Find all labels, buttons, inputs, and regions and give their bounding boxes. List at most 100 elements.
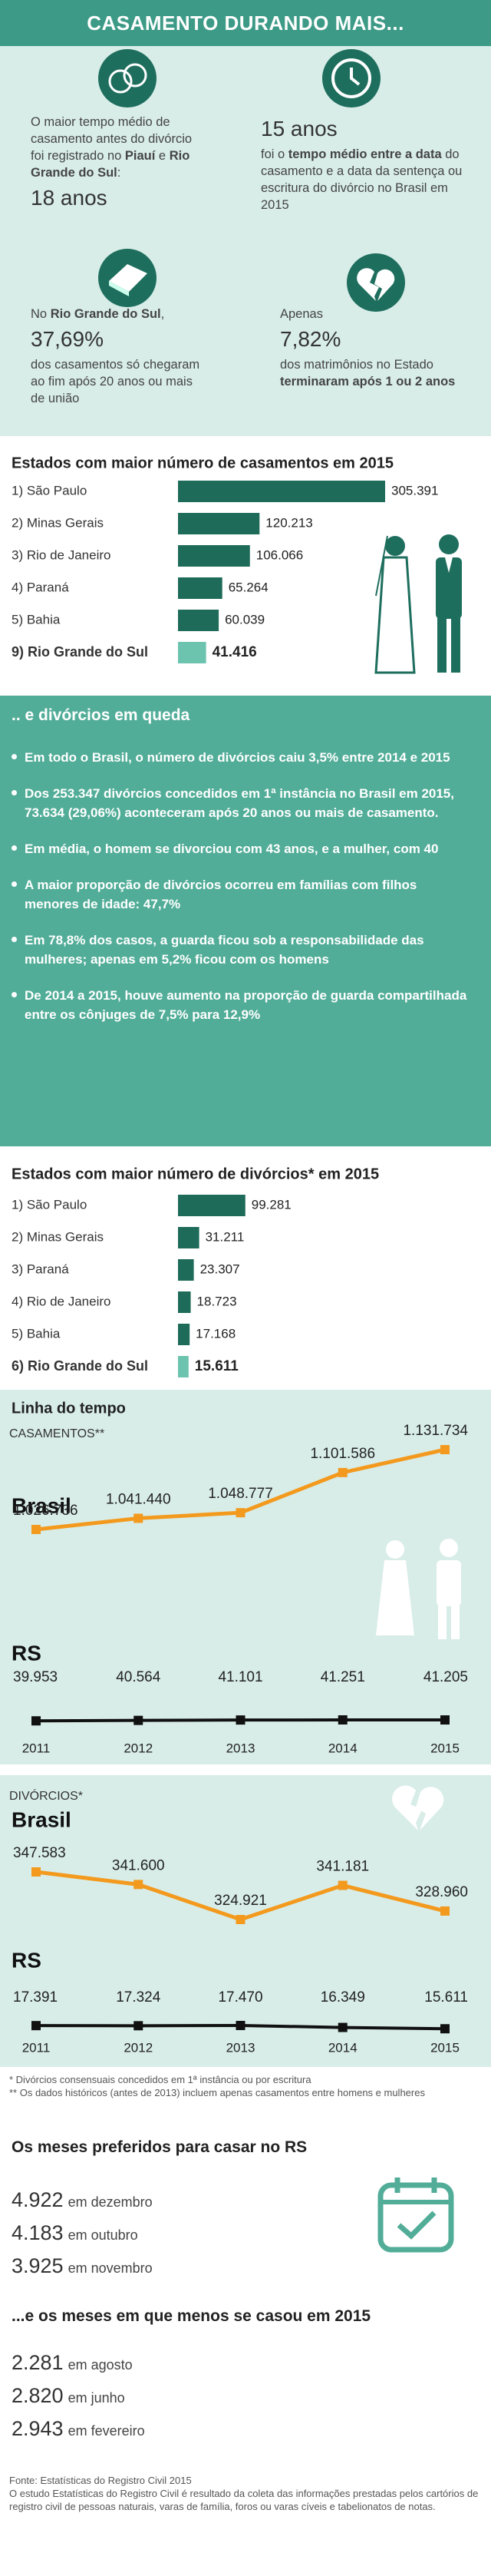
footnote: * Divórcios consensuais concedidos em 1ª…	[9, 2074, 311, 2085]
bar	[178, 610, 219, 631]
stat-line: No Rio Grande do Sul,	[31, 306, 203, 322]
value-label: 18.723	[197, 1294, 237, 1308]
value-label: 41.251	[321, 1669, 365, 1685]
stat-line: dos casamentos só chegaram ao fim após 2…	[31, 356, 203, 407]
category-label: 6) Rio Grande do Sul	[12, 1358, 148, 1374]
category-label: 2) Minas Gerais	[12, 515, 104, 530]
stat-text: :	[117, 166, 121, 180]
month-label: em dezembro	[68, 2194, 153, 2210]
category-label: 5) Bahia	[12, 612, 61, 627]
point-marker	[133, 2021, 143, 2031]
point-marker	[31, 1867, 41, 1877]
value-label: 120.213	[265, 515, 312, 530]
bullet-dot	[12, 937, 17, 942]
header-title: CASAMENTO DURANDO MAIS...	[87, 11, 404, 35]
point-marker	[133, 1513, 143, 1523]
value-label: 1.048.777	[208, 1486, 273, 1502]
value-label: 341.181	[316, 1859, 369, 1875]
month-label: em outubro	[68, 2227, 138, 2243]
value-label: 39.953	[13, 1669, 58, 1685]
marriage-timeline: Linha do tempo CASAMENTOS** Brasil1.026.73…	[0, 1390, 491, 1764]
stat-line: 37,69%	[31, 326, 203, 353]
value-label: 347.583	[13, 1845, 66, 1861]
value-label: 60.039	[225, 612, 265, 627]
value-label: 23.307	[200, 1262, 240, 1276]
book-icon	[98, 249, 157, 307]
value-label: 17.168	[196, 1326, 236, 1341]
months-title: ...e os meses em que menos se casou em 2…	[12, 2307, 371, 2325]
point-marker	[440, 1906, 450, 1916]
stat-line: 18 anos	[31, 184, 196, 212]
chart-subtitle: CASAMENTOS**	[9, 1427, 104, 1440]
month-item: 2.281 em agosto	[12, 2351, 133, 2375]
point-marker	[31, 1716, 41, 1726]
month-number: 2.943	[12, 2417, 64, 2440]
category-label: 1) São Paulo	[12, 1197, 87, 1212]
category-label: 4) Paraná	[12, 580, 69, 594]
value-label: 41.101	[218, 1669, 262, 1685]
source-text: O estudo Estatísticas do Registro Civil …	[9, 2488, 479, 2512]
stat-text: O maior tempo médio de casamento antes d…	[31, 115, 193, 163]
bullet-dot	[12, 992, 17, 997]
category-label: 4) Rio de Janeiro	[12, 1294, 110, 1308]
series-name: RS	[12, 1948, 41, 1972]
month-item: 3.925 em novembro	[12, 2254, 153, 2278]
stat-block: Apenas 7,82% dos matrimônios no Estado ter…	[280, 306, 464, 390]
bullet-item: Em todo o Brasil, o número de divórcios …	[12, 748, 472, 767]
couple-icon	[374, 534, 462, 674]
stat-block: O maior tempo médio de casamento antes d…	[31, 114, 196, 215]
series-name: RS	[12, 1641, 41, 1665]
bullet-text: A maior proporção de divórcios ocorreu e…	[25, 878, 417, 911]
x-tick-label: 2015	[430, 1741, 460, 1755]
point-marker	[133, 1715, 143, 1725]
stat-line: foi o tempo médio entre a data do casame…	[261, 146, 472, 213]
stat-text: foi o	[261, 147, 288, 161]
bullet-text: Em 78,8% dos casos, a guarda ficou sob a…	[25, 933, 424, 967]
value-label: 324.921	[214, 1893, 267, 1909]
month-item: 2.943 em fevereiro	[12, 2417, 145, 2441]
bullet-text: Em todo o Brasil, o número de divórcios …	[25, 750, 450, 765]
value-label: 305.391	[391, 483, 438, 498]
bar	[178, 481, 385, 502]
source-title: Fonte: Estatísticas do Registro Civil 20…	[9, 2475, 192, 2486]
months-title: Os meses preferidos para casar no RS	[12, 2138, 308, 2156]
value-label: 99.281	[252, 1197, 292, 1212]
bar	[178, 1324, 190, 1345]
month-item: 4.183 em outubro	[12, 2221, 138, 2245]
bullet-item: A maior proporção de divórcios ocorreu e…	[12, 875, 472, 914]
stat-text: e	[155, 149, 170, 163]
point-marker	[236, 1915, 246, 1924]
stat-line: Apenas	[280, 306, 464, 322]
value-label: 15.611	[424, 1989, 468, 2006]
value-label: 328.960	[415, 1884, 468, 1900]
bullet-text: De 2014 a 2015, houve aumento na proporç…	[25, 988, 467, 1022]
bullet-text: Em média, o homem se divorciou com 43 an…	[25, 842, 439, 856]
point-marker	[236, 1508, 246, 1518]
bar	[178, 513, 260, 534]
point-marker	[31, 1525, 41, 1534]
divorce-timeline: DIVÓRCIOS* Brasil 347.583 341.600 324.921 341…	[0, 1775, 491, 2067]
stats-panel	[0, 46, 491, 436]
bar	[178, 642, 206, 663]
clock-icon	[322, 49, 381, 107]
value-label: 1.101.586	[310, 1446, 375, 1462]
bullet-item: De 2014 a 2015, houve aumento na proporç…	[12, 986, 472, 1024]
x-tick-label: 2013	[226, 2040, 255, 2055]
point-marker	[338, 1715, 348, 1724]
bar	[178, 1291, 191, 1313]
series-name: Brasil	[12, 1493, 71, 1517]
value-label: 65.264	[229, 580, 269, 594]
value-label: 15.611	[195, 1358, 239, 1374]
bar	[178, 1259, 194, 1281]
value-label: 17.470	[218, 1989, 262, 2006]
point-marker	[133, 1880, 143, 1890]
x-tick-label: 2014	[328, 1741, 358, 1755]
month-label: em agosto	[68, 2357, 133, 2373]
category-label: 3) Paraná	[12, 1262, 69, 1276]
divorce-bar-chart: Estados com maior número de divórcios* e…	[12, 1166, 379, 1377]
chart-title: Estados com maior número de casamentos e…	[12, 455, 394, 471]
stat-text: No	[31, 307, 51, 321]
marriage-bar-chart: Estados com maior número de casamentos e…	[12, 455, 462, 674]
x-tick-label: 2014	[328, 2040, 358, 2055]
stat-text: 7,82%	[280, 327, 341, 351]
